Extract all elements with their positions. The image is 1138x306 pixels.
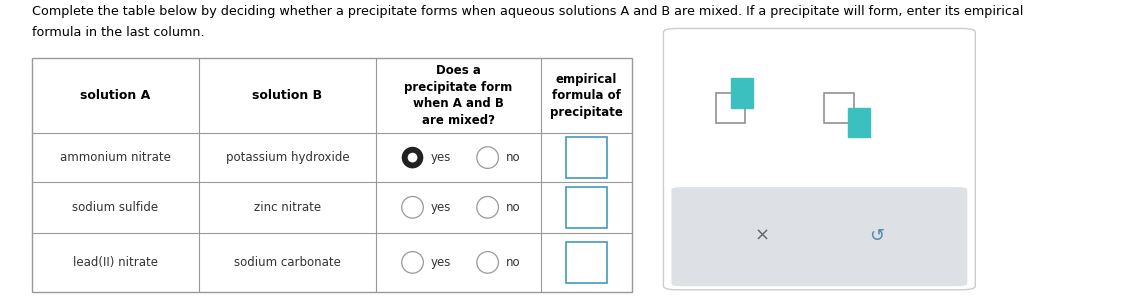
Text: ammonium nitrate: ammonium nitrate [60, 151, 171, 164]
Text: ↺: ↺ [868, 227, 884, 245]
Text: zinc nitrate: zinc nitrate [254, 201, 321, 214]
Text: no: no [505, 151, 520, 164]
Text: no: no [505, 256, 520, 269]
Text: yes: yes [430, 201, 451, 214]
Text: no: no [505, 201, 520, 214]
Polygon shape [848, 108, 869, 137]
FancyBboxPatch shape [671, 187, 967, 286]
Text: Does a
precipitate form
when A and B
are mixed?: Does a precipitate form when A and B are… [404, 64, 512, 127]
Text: yes: yes [430, 151, 451, 164]
Polygon shape [731, 78, 752, 108]
Text: sodium carbonate: sodium carbonate [234, 256, 340, 269]
Ellipse shape [407, 153, 418, 162]
Text: yes: yes [430, 256, 451, 269]
Text: formula in the last column.: formula in the last column. [32, 26, 205, 39]
Text: sodium sulfide: sodium sulfide [73, 201, 158, 214]
Text: ×: × [754, 227, 770, 245]
Text: potassium hydroxide: potassium hydroxide [225, 151, 349, 164]
Text: solution A: solution A [81, 89, 150, 102]
Text: Complete the table below by deciding whether a precipitate forms when aqueous so: Complete the table below by deciding whe… [32, 5, 1023, 17]
FancyBboxPatch shape [663, 28, 975, 290]
Text: lead(II) nitrate: lead(II) nitrate [73, 256, 158, 269]
Ellipse shape [402, 147, 423, 168]
Text: empirical
formula of
precipitate: empirical formula of precipitate [550, 73, 622, 119]
Text: solution B: solution B [253, 89, 322, 102]
